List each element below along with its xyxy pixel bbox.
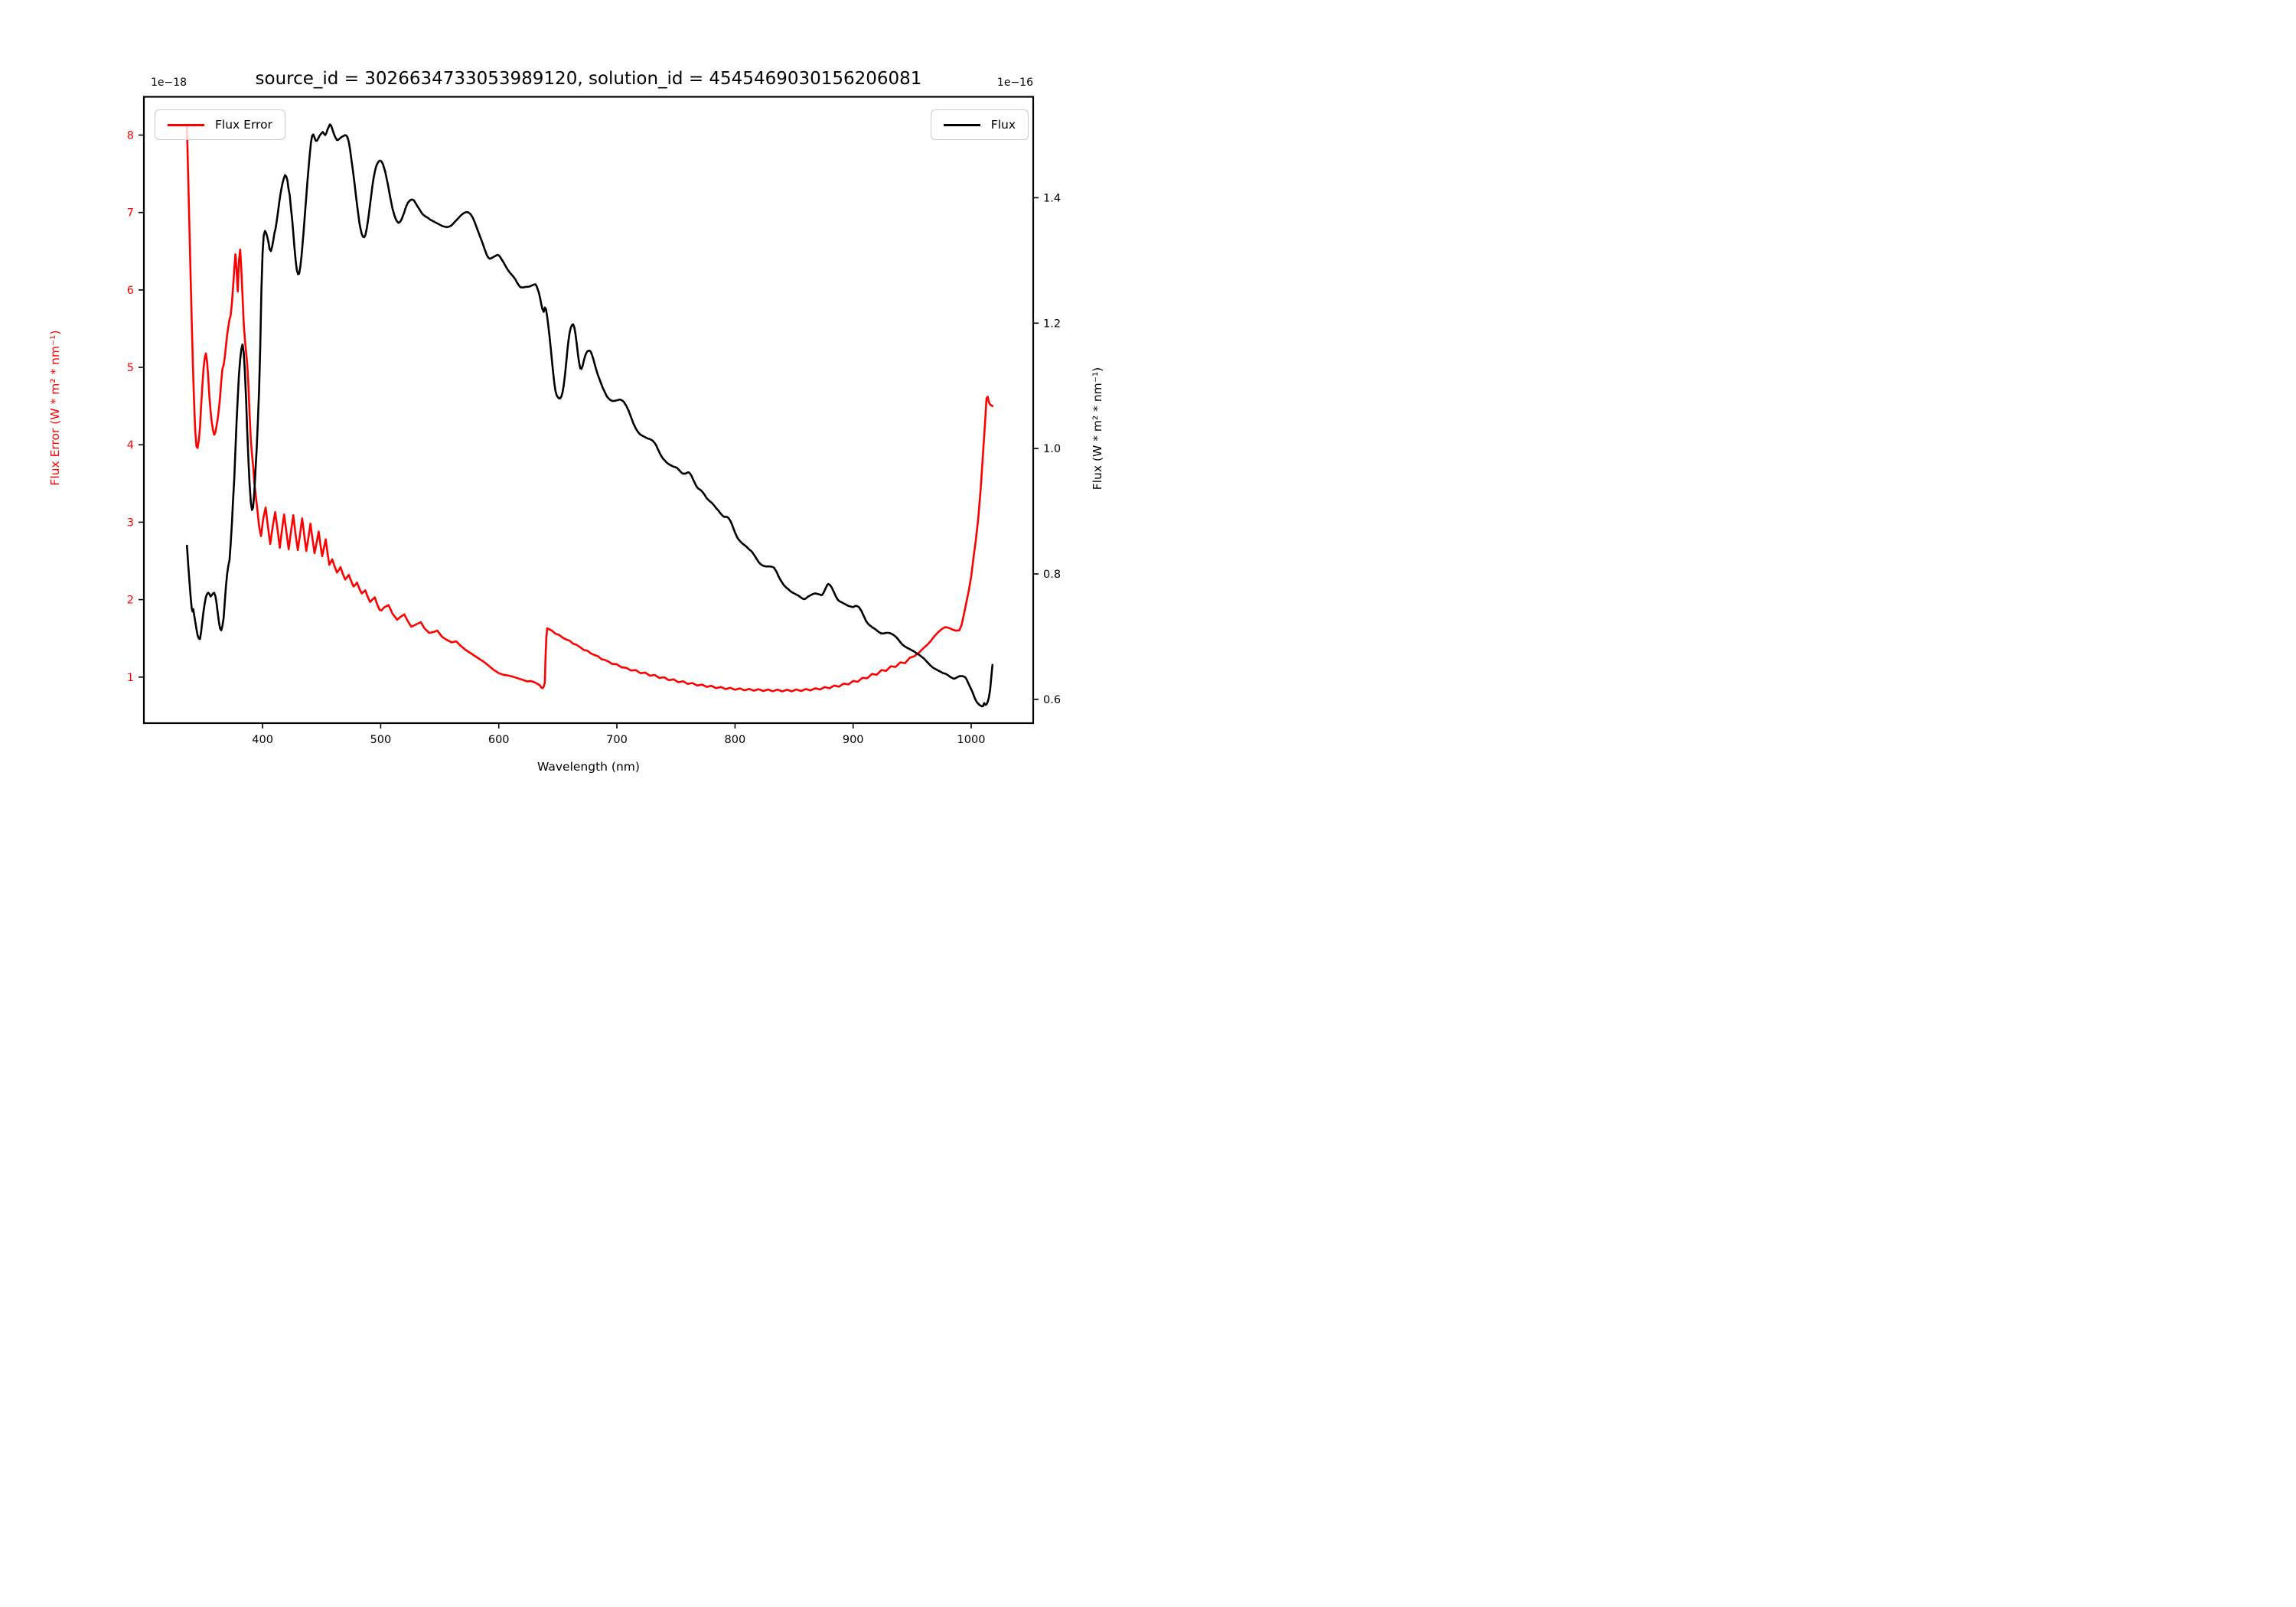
- left-axis-label: Flux Error (W * m² * nm⁻¹): [48, 330, 62, 486]
- left-axis-offset-text: 1e−18: [151, 77, 188, 89]
- left-y-tick-label: 3: [127, 517, 134, 529]
- flux-legend-line: [943, 123, 980, 126]
- legend-flux-error[interactable]: Flux Error: [155, 109, 285, 140]
- x-tick-label: 800: [725, 734, 746, 746]
- x-tick-label: 500: [370, 734, 392, 746]
- x-tick-label: 600: [488, 734, 510, 746]
- right-axis-offset-text: 1e−16: [996, 77, 1033, 89]
- plot-frame: [142, 96, 1035, 725]
- left-y-tick-label: 1: [127, 672, 134, 684]
- right-y-tick-label: 1.0: [1043, 443, 1061, 455]
- flux-error-legend-label: Flux Error: [215, 118, 272, 132]
- left-y-tick-label: 4: [127, 439, 134, 451]
- spectrum-plot: 400 500 600 700 800 900 1000 1 2 3 4 5 6 7 8 0.6 0.8 1.0 1…: [127, 96, 1061, 746]
- flux-error-legend-line: [168, 123, 204, 126]
- x-tick-label: 1000: [957, 734, 986, 746]
- right-axis-label: Flux (W * m² * nm⁻¹): [1091, 367, 1104, 491]
- right-y-tick-label: 1.2: [1043, 318, 1061, 330]
- flux-line: [186, 123, 994, 708]
- left-y-tick-label: 6: [127, 285, 134, 297]
- left-y-tick-label: 2: [127, 595, 134, 607]
- x-axis-label: Wavelength (nm): [537, 760, 640, 774]
- left-y-tick-label: 5: [127, 362, 134, 374]
- x-tick-label: 400: [252, 734, 273, 746]
- legend-flux[interactable]: Flux: [930, 109, 1029, 140]
- flux-error-line: [186, 126, 994, 693]
- left-y-tick-label: 8: [127, 130, 134, 142]
- figure: 400 500 600 700 800 900 1000 1 2 3 4 5 6 7 8 0.6 0.8 1.0 1…: [0, 0, 1148, 804]
- x-tick-label: 900: [843, 734, 864, 746]
- x-tick-label: 700: [606, 734, 628, 746]
- right-y-tick-label: 0.8: [1043, 569, 1061, 581]
- right-y-tick-label: 0.6: [1043, 694, 1061, 706]
- plot-title: source_id = 3026634733053989120, solutio…: [255, 69, 922, 89]
- flux-legend-label: Flux: [990, 118, 1016, 132]
- left-y-tick-label: 7: [127, 207, 134, 220]
- right-y-tick-label: 1.4: [1043, 192, 1061, 204]
